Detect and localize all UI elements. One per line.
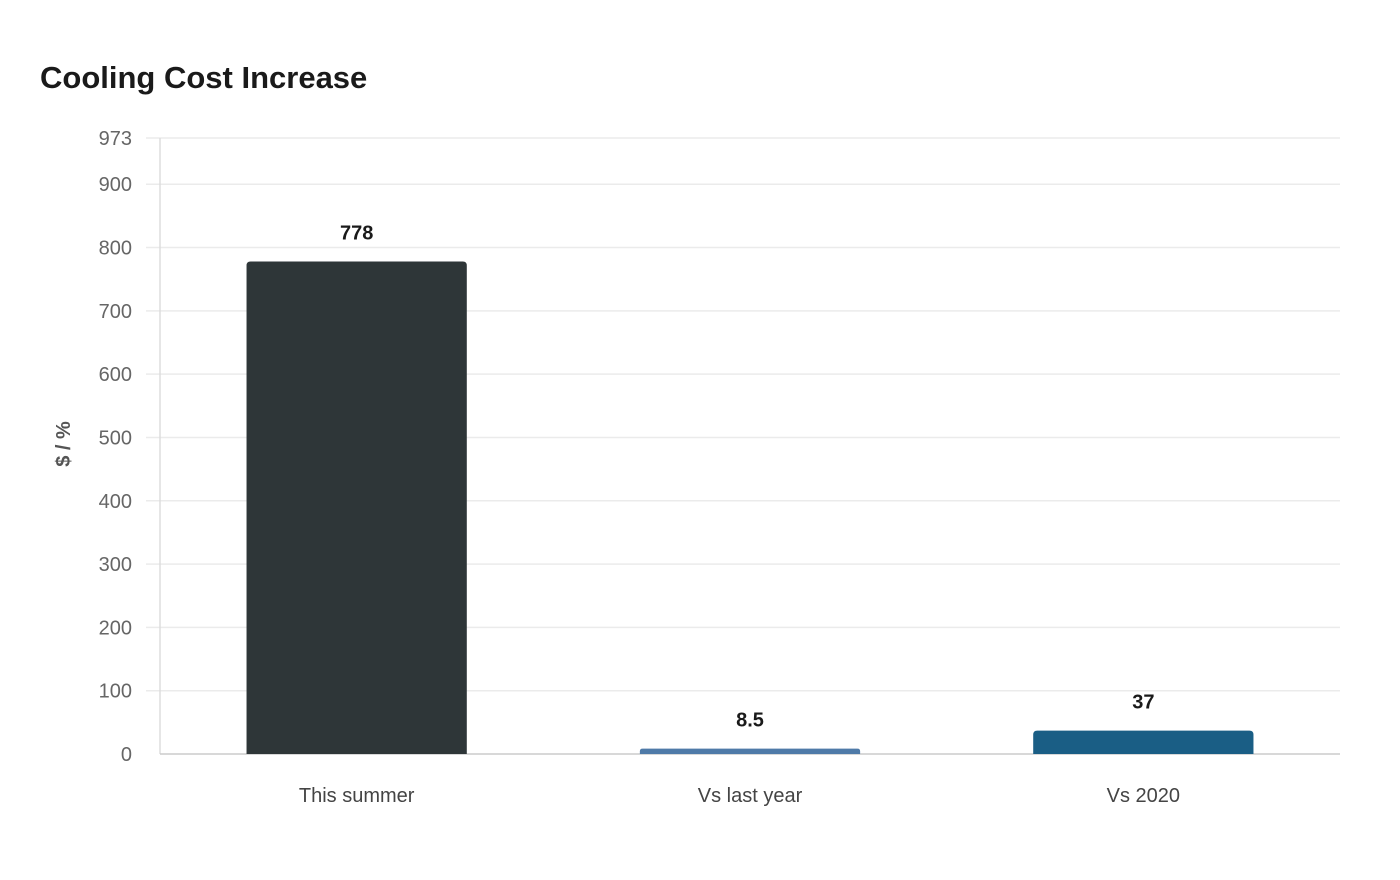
y-tick-labels: 0 100 200 300 400 500 600 700 800 900 973	[99, 128, 132, 766]
bar-this-summer	[246, 261, 467, 754]
y-tick-label: 900	[99, 174, 132, 196]
chart-title: Cooling Cost Increase	[40, 60, 368, 95]
bars	[246, 261, 1254, 754]
y-tick-label: 0	[121, 744, 132, 766]
y-tick-label: 600	[99, 364, 132, 386]
data-label: 37	[1132, 692, 1154, 714]
x-tick-label: Vs last year	[698, 785, 803, 807]
y-tick-label: 200	[99, 617, 132, 639]
bar-vs-2020	[1033, 730, 1254, 754]
y-tick-label: 700	[99, 301, 132, 323]
x-tick-label: Vs 2020	[1107, 785, 1180, 807]
y-tick-label: 800	[99, 238, 132, 260]
x-tick-label: This summer	[299, 785, 415, 807]
data-label: 8.5	[736, 710, 764, 732]
y-tick-label: 400	[99, 491, 132, 513]
data-label: 778	[340, 222, 373, 244]
y-tick-label: 300	[99, 554, 132, 576]
x-tick-labels: This summer Vs last year Vs 2020	[299, 785, 1180, 807]
y-tick-label: 973	[99, 128, 132, 150]
data-labels: 778 8.5 37	[340, 222, 1154, 731]
bar-vs-last-year	[639, 748, 861, 754]
y-tick-label: 500	[99, 427, 132, 449]
y-tick-label: 100	[99, 681, 132, 703]
y-axis-title: $ / %	[53, 421, 75, 467]
